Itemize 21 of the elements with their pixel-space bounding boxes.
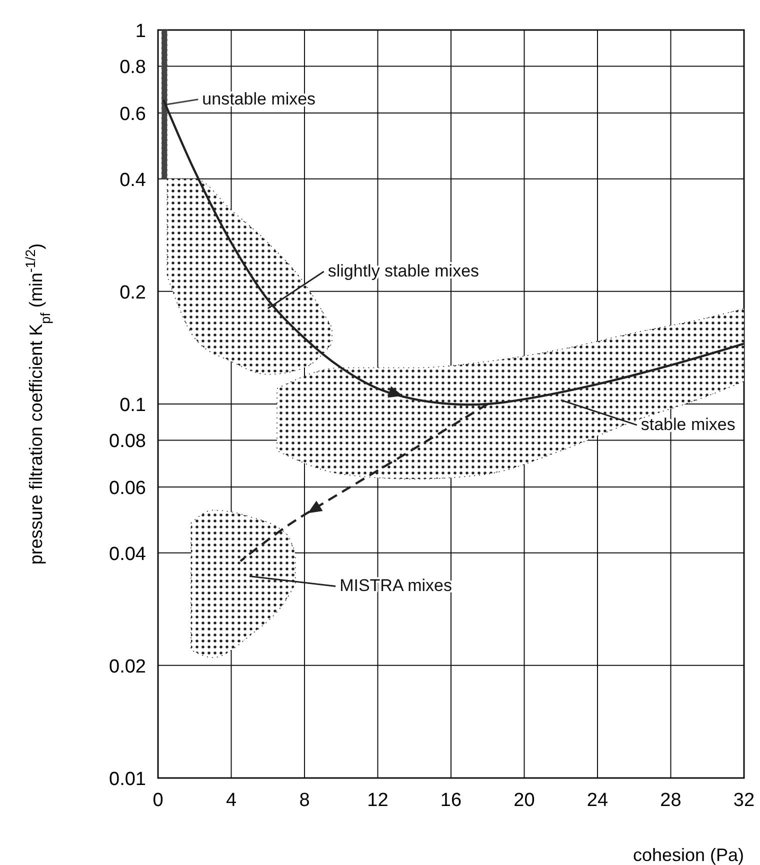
x-tick-label: 8 (299, 790, 310, 811)
y-tick-label: 0.04 (109, 544, 146, 565)
x-tick-label: 28 (660, 790, 682, 811)
y-tick-label: 0.4 (120, 170, 146, 191)
x-tick-label: 32 (733, 790, 755, 811)
y-tick-label: 0.02 (109, 656, 146, 678)
y-tick-label: 1 (135, 21, 146, 42)
x-tick-label: 24 (586, 790, 608, 811)
y-tick-label: 0.06 (109, 478, 146, 499)
x-tick-label: 4 (226, 790, 237, 811)
x-tick-label: 20 (514, 790, 535, 811)
x-tick-label: 0 (152, 790, 164, 811)
y-tick-label: 0.08 (109, 431, 146, 452)
y-tick-label: 0.2 (120, 282, 146, 304)
y-tick-label: 0.01 (109, 769, 146, 790)
y-tick-label: 0.8 (120, 57, 146, 78)
y-tick-label: 0.1 (120, 395, 146, 416)
x-tick-label: 12 (367, 790, 388, 811)
x-tick-label: 16 (440, 790, 462, 811)
x-axis-title: cohesion (Pa) (632, 845, 744, 865)
y-tick-label: 0.6 (120, 104, 146, 125)
